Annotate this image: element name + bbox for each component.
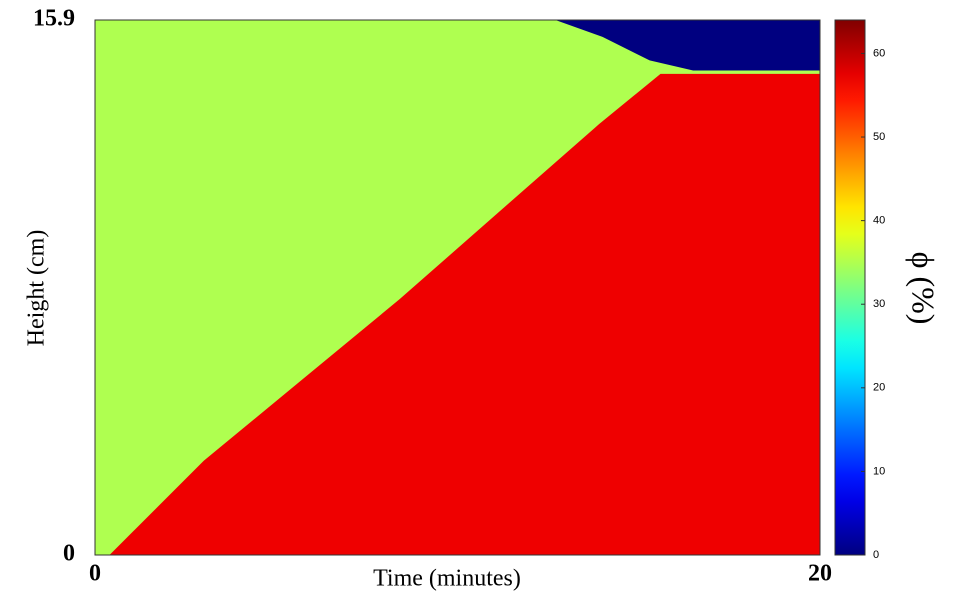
colorbar-tick-label: 20	[873, 382, 885, 394]
x-axis-label: Time (minutes)	[373, 566, 521, 592]
region	[555, 20, 820, 71]
colorbar-tick-label: 60	[873, 47, 885, 59]
y-tick-label: 0	[63, 541, 75, 567]
colorbar	[834, 19, 866, 556]
y-tick-label: 15.9	[33, 6, 75, 32]
colorbar-label: ϕ (%)	[906, 252, 942, 325]
colorbar-tick-label: 50	[873, 131, 885, 143]
x-tick-label: 0	[89, 561, 101, 587]
region	[109, 73, 820, 555]
heatmap	[95, 20, 820, 555]
colorbar-tick-label: 10	[873, 465, 885, 477]
colorbar-tick-label: 0	[873, 549, 879, 561]
y-axis-label: Height (cm)	[24, 230, 50, 347]
x-tick-label: 20	[808, 561, 832, 587]
colorbar-tick-label: 30	[873, 298, 885, 310]
colorbar-tick-label: 40	[873, 215, 885, 227]
plot-frame	[94, 19, 821, 556]
